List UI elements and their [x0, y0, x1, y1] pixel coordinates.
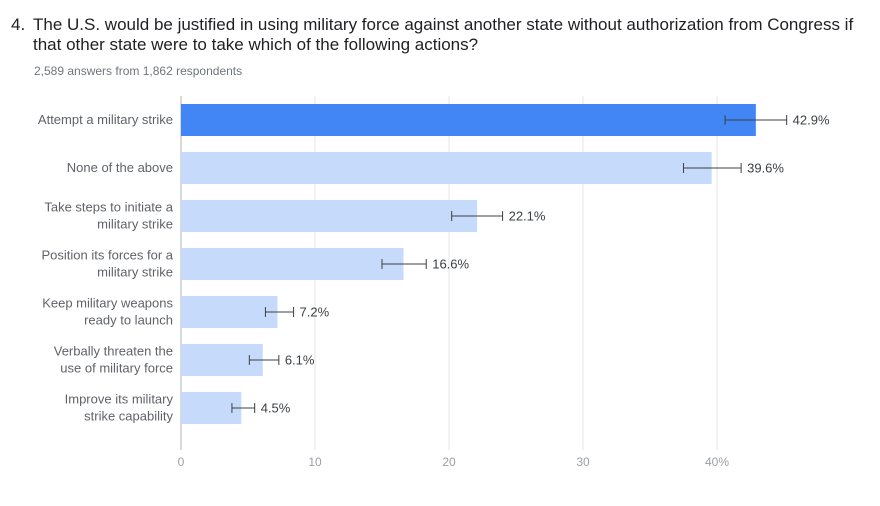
- question-text: The U.S. would be justified in using mil…: [33, 15, 854, 54]
- category-label: Improve its military: [65, 392, 174, 407]
- x-tick-label: 20: [442, 455, 456, 469]
- question-number: 4.: [11, 15, 26, 34]
- bar: [181, 296, 278, 328]
- category-label: use of military force: [60, 361, 173, 376]
- category-label: None of the above: [67, 160, 173, 175]
- category-label: ready to launch: [84, 313, 173, 328]
- category-label: Verbally threaten the: [54, 344, 173, 359]
- bar: [181, 248, 404, 280]
- category-label: military strike: [97, 217, 173, 232]
- category-label: Take steps to initiate a: [44, 200, 173, 215]
- bar: [181, 392, 242, 424]
- category-label: strike capability: [84, 409, 173, 424]
- value-label: 7.2%: [300, 305, 330, 320]
- category-label: Position its forces for a: [42, 248, 174, 263]
- value-label: 42.9%: [793, 113, 830, 128]
- value-label: 4.5%: [261, 401, 291, 416]
- bar: [181, 152, 712, 184]
- x-tick-label: 0: [178, 455, 185, 469]
- value-label: 39.6%: [747, 161, 784, 176]
- category-label: Keep military weapons: [42, 296, 173, 311]
- category-label: Attempt a military strike: [38, 112, 173, 127]
- x-tick-label: 30: [576, 455, 590, 469]
- value-label: 6.1%: [285, 353, 315, 368]
- category-label: military strike: [97, 265, 173, 280]
- value-label: 22.1%: [509, 209, 546, 224]
- bar: [181, 200, 478, 232]
- x-tick-label: 40%: [705, 455, 729, 469]
- bar: [181, 104, 756, 136]
- response-summary: 2,589 answers from 1,862 respondents: [34, 64, 243, 78]
- value-label: 16.6%: [432, 257, 469, 272]
- x-tick-label: 10: [308, 455, 322, 469]
